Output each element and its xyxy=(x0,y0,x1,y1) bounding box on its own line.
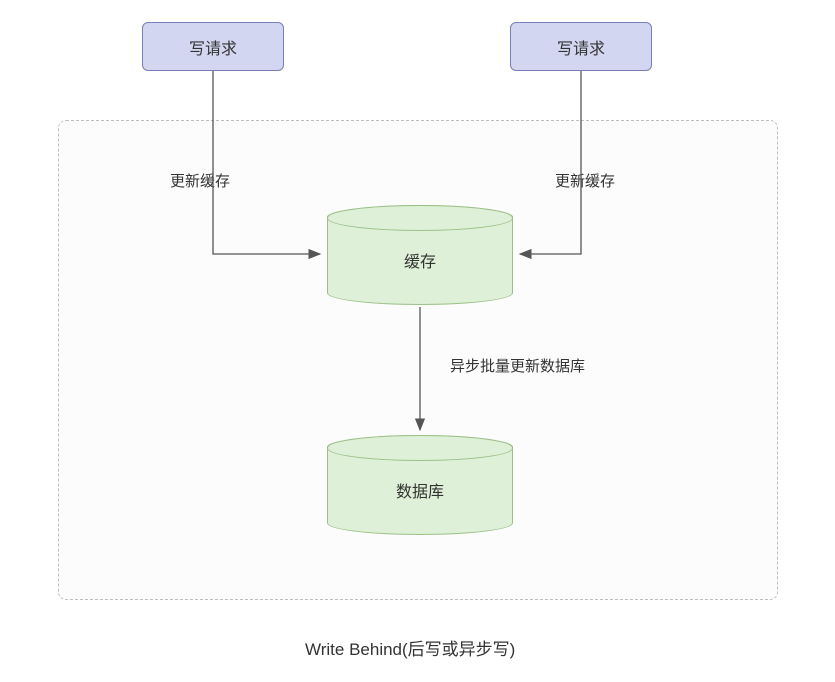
node-label: 写请求 xyxy=(189,35,237,59)
node-write-request-right: 写请求 xyxy=(510,22,652,71)
diagram-caption: Write Behind(后写或异步写) xyxy=(305,635,515,660)
node-write-request-left: 写请求 xyxy=(142,22,284,71)
node-label: 缓存 xyxy=(404,248,436,272)
node-cache: 缓存 xyxy=(327,205,513,305)
edge-label-update-cache-right: 更新缓存 xyxy=(555,170,615,191)
edge-label-update-cache-left: 更新缓存 xyxy=(170,170,230,191)
node-database: 数据库 xyxy=(327,435,513,535)
node-label: 数据库 xyxy=(396,478,444,502)
diagram-canvas: 写请求 写请求 缓存 数据库 更新缓存 更新缓存 异步批量更新数据库 Write… xyxy=(0,0,835,682)
node-label: 写请求 xyxy=(557,35,605,59)
edge-label-async-batch-update: 异步批量更新数据库 xyxy=(450,355,585,376)
